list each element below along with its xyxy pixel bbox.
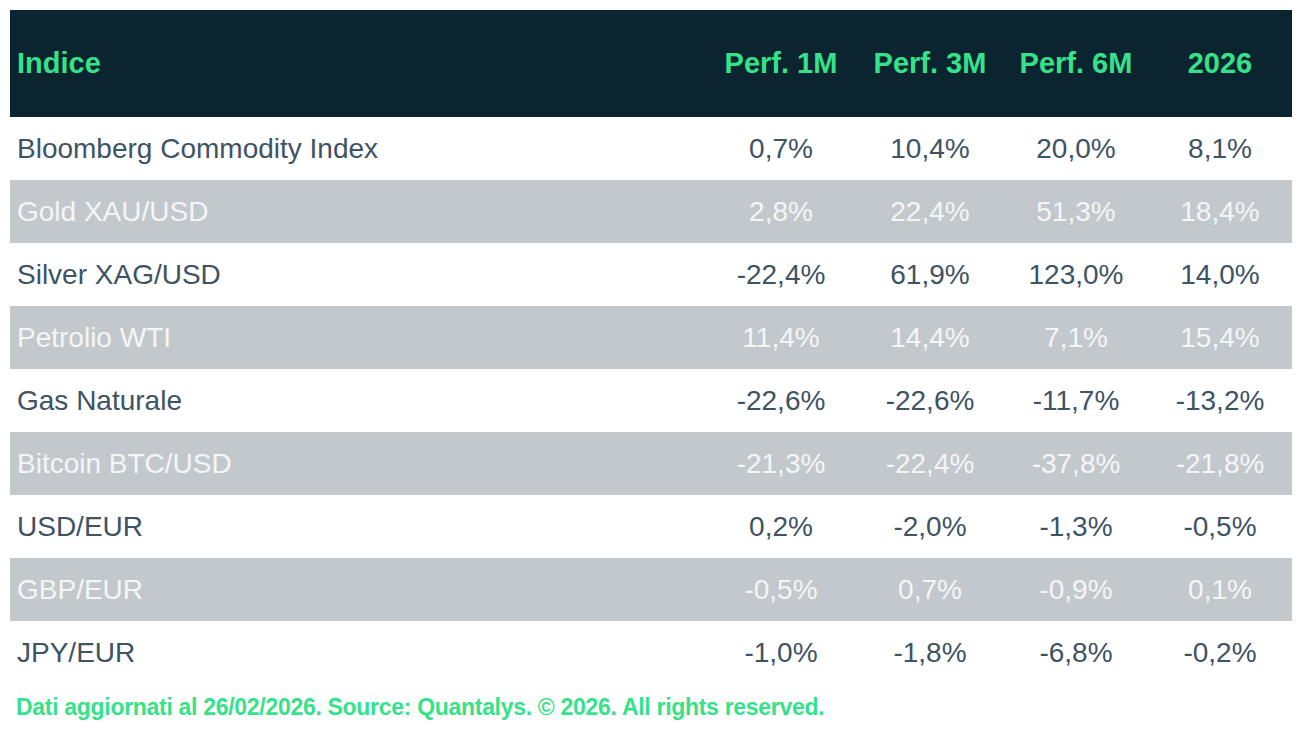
perf-1m-value: 2,8%	[706, 180, 856, 243]
column-header-2026: 2026	[1148, 10, 1292, 117]
perf-1m-value: 0,2%	[706, 495, 856, 558]
table-row: Petrolio WTI 11,4% 14,4% 7,1% 15,4%	[10, 306, 1292, 369]
index-label: Gold XAU/USD	[10, 180, 706, 243]
column-header-perf-1m: Perf. 1M	[706, 10, 856, 117]
perf-3m-value: 61,9%	[856, 243, 1004, 306]
perf-2026-value: 14,0%	[1148, 243, 1292, 306]
perf-3m-value: 22,4%	[856, 180, 1004, 243]
table-row: USD/EUR 0,2% -2,0% -1,3% -0,5%	[10, 495, 1292, 558]
commodity-performance-panel: Indice Perf. 1M Perf. 3M Perf. 6M 2026 B…	[0, 0, 1307, 743]
perf-6m-value: -11,7%	[1004, 369, 1148, 432]
perf-3m-value: 10,4%	[856, 117, 1004, 180]
table-row: Gas Naturale -22,6% -22,6% -11,7% -13,2%	[10, 369, 1292, 432]
table-row: JPY/EUR -1,0% -1,8% -6,8% -0,2%	[10, 621, 1292, 684]
perf-2026-value: -21,8%	[1148, 432, 1292, 495]
perf-1m-value: -1,0%	[706, 621, 856, 684]
perf-6m-value: -1,3%	[1004, 495, 1148, 558]
perf-3m-value: 0,7%	[856, 558, 1004, 621]
perf-1m-value: -0,5%	[706, 558, 856, 621]
perf-6m-value: 20,0%	[1004, 117, 1148, 180]
perf-3m-value: -22,6%	[856, 369, 1004, 432]
index-label: USD/EUR	[10, 495, 706, 558]
column-header-indice: Indice	[10, 10, 706, 117]
perf-6m-value: -6,8%	[1004, 621, 1148, 684]
index-label: Silver XAG/USD	[10, 243, 706, 306]
table-row: Bitcoin BTC/USD -21,3% -22,4% -37,8% -21…	[10, 432, 1292, 495]
perf-3m-value: -22,4%	[856, 432, 1004, 495]
perf-1m-value: -22,4%	[706, 243, 856, 306]
table-row: Gold XAU/USD 2,8% 22,4% 51,3% 18,4%	[10, 180, 1292, 243]
perf-2026-value: -0,2%	[1148, 621, 1292, 684]
index-label: GBP/EUR	[10, 558, 706, 621]
perf-1m-value: -22,6%	[706, 369, 856, 432]
perf-6m-value: -0,9%	[1004, 558, 1148, 621]
table-header-row: Indice Perf. 1M Perf. 3M Perf. 6M 2026	[10, 10, 1292, 117]
perf-6m-value: -37,8%	[1004, 432, 1148, 495]
perf-6m-value: 51,3%	[1004, 180, 1148, 243]
perf-3m-value: 14,4%	[856, 306, 1004, 369]
perf-6m-value: 123,0%	[1004, 243, 1148, 306]
table-row: GBP/EUR -0,5% 0,7% -0,9% 0,1%	[10, 558, 1292, 621]
performance-table: Indice Perf. 1M Perf. 3M Perf. 6M 2026 B…	[10, 10, 1292, 684]
perf-3m-value: -2,0%	[856, 495, 1004, 558]
perf-3m-value: -1,8%	[856, 621, 1004, 684]
index-label: Bloomberg Commodity Index	[10, 117, 706, 180]
column-header-perf-6m: Perf. 6M	[1004, 10, 1148, 117]
index-label: JPY/EUR	[10, 621, 706, 684]
perf-2026-value: 0,1%	[1148, 558, 1292, 621]
index-label: Petrolio WTI	[10, 306, 706, 369]
perf-2026-value: -13,2%	[1148, 369, 1292, 432]
table-row: Silver XAG/USD -22,4% 61,9% 123,0% 14,0%	[10, 243, 1292, 306]
perf-1m-value: 0,7%	[706, 117, 856, 180]
perf-2026-value: 15,4%	[1148, 306, 1292, 369]
perf-2026-value: 8,1%	[1148, 117, 1292, 180]
perf-2026-value: 18,4%	[1148, 180, 1292, 243]
table-row: Bloomberg Commodity Index 0,7% 10,4% 20,…	[10, 117, 1292, 180]
perf-1m-value: -21,3%	[706, 432, 856, 495]
perf-6m-value: 7,1%	[1004, 306, 1148, 369]
index-label: Bitcoin BTC/USD	[10, 432, 706, 495]
perf-1m-value: 11,4%	[706, 306, 856, 369]
perf-2026-value: -0,5%	[1148, 495, 1292, 558]
column-header-perf-3m: Perf. 3M	[856, 10, 1004, 117]
footer-source-note: Dati aggiornati al 26/02/2026. Source: Q…	[16, 694, 824, 721]
index-label: Gas Naturale	[10, 369, 706, 432]
